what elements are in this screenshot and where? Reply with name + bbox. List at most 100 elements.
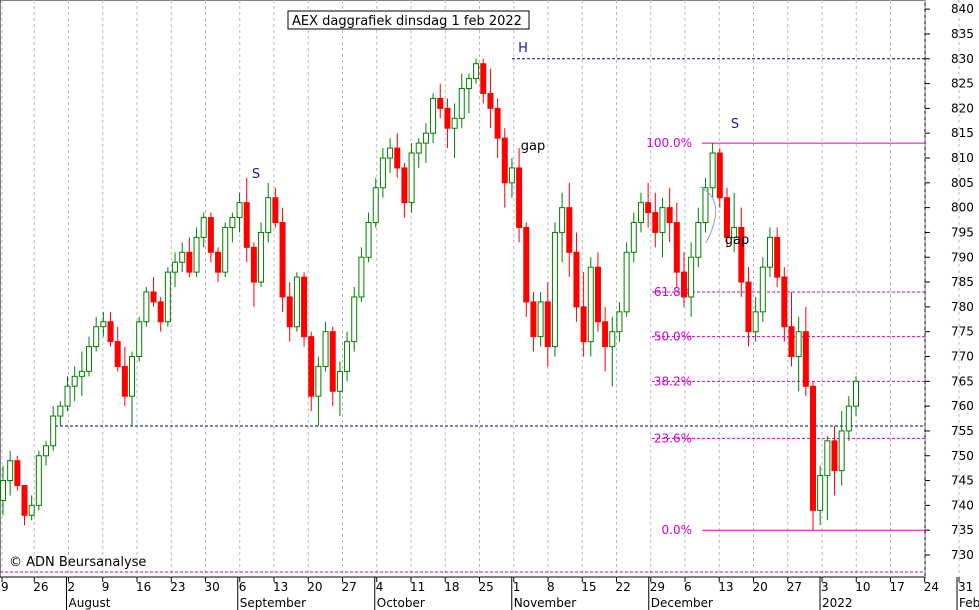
candle-body	[315, 365, 322, 397]
candle-body	[559, 207, 566, 233]
x-tick-label: 25	[479, 580, 494, 594]
candle	[573, 232, 580, 322]
candle	[258, 222, 265, 288]
copyright-text: © ADN Beursanalyse	[9, 555, 146, 570]
candle-body	[136, 321, 143, 358]
candle-body	[652, 212, 659, 233]
candle	[315, 356, 322, 426]
candle	[774, 227, 781, 288]
candle	[50, 406, 57, 451]
candle-body	[272, 197, 279, 224]
candle	[222, 222, 229, 278]
candle	[308, 331, 315, 412]
candle	[57, 401, 64, 426]
candle-body	[100, 321, 107, 328]
candle	[351, 287, 358, 352]
candle-body	[573, 251, 580, 308]
x-tick-label: 13	[718, 580, 733, 594]
candle-body	[523, 226, 530, 303]
candle-body	[745, 281, 752, 333]
candle	[788, 291, 795, 367]
x-tick-label: 13	[273, 580, 288, 594]
x-tick-label: 20	[307, 580, 322, 594]
x-tick-label: 22	[616, 580, 631, 594]
candle	[566, 182, 573, 278]
candle	[559, 192, 566, 263]
candle	[136, 316, 143, 362]
x-tick-label: 20	[753, 580, 768, 594]
candle-body	[473, 63, 480, 80]
candle-body	[853, 380, 859, 407]
candle	[716, 148, 723, 208]
candle	[853, 376, 859, 417]
candle	[100, 311, 107, 337]
candle-body	[759, 266, 766, 313]
candle-body	[308, 336, 315, 397]
candle	[688, 242, 695, 317]
candle	[250, 242, 257, 307]
candle	[745, 267, 752, 347]
candle-body	[465, 78, 472, 90]
candle	[752, 296, 759, 342]
candle	[207, 212, 214, 263]
candle	[329, 326, 336, 407]
candle-body	[394, 147, 401, 169]
candle-body	[293, 276, 300, 328]
candle	[64, 376, 71, 412]
candle	[336, 361, 343, 417]
y-tick-label: 825	[951, 77, 974, 91]
candle-body	[680, 271, 687, 298]
candle	[838, 411, 845, 486]
candle	[508, 158, 515, 198]
candle-body	[566, 207, 573, 253]
candle-body	[795, 331, 802, 357]
candle-body	[788, 326, 795, 358]
candle	[487, 68, 494, 129]
x-tick-label: 8	[547, 580, 555, 594]
candle-body	[179, 251, 186, 263]
y-axis: 730 735 740 745 750 755 760 765 770 775 780 785 790 7…	[925, 2, 974, 562]
candle-body	[430, 97, 437, 134]
candle	[365, 212, 372, 263]
pattern-label: S	[252, 167, 260, 182]
candle-body	[551, 231, 558, 348]
candle	[394, 133, 401, 178]
candle	[286, 282, 293, 342]
y-tick-label: 785	[951, 275, 974, 289]
candle-body	[200, 217, 207, 238]
candle	[537, 291, 544, 347]
month-label: 2022	[822, 596, 853, 610]
candle-body	[14, 460, 21, 487]
chart-title: AEX daggrafiek dinsdag 1 feb 2022	[292, 14, 522, 29]
candle	[709, 143, 716, 198]
candle-body	[0, 480, 6, 501]
candle-body	[508, 167, 515, 184]
candle	[666, 187, 673, 243]
candle	[637, 192, 644, 233]
candle-body	[43, 445, 50, 457]
candle-body	[28, 504, 35, 516]
candle-body	[774, 236, 781, 278]
candle-body	[480, 63, 487, 94]
candle	[186, 237, 193, 278]
candle-body	[301, 276, 308, 338]
candle-body	[422, 132, 429, 144]
candle-body	[107, 321, 114, 343]
candle-body	[150, 291, 157, 303]
candle	[28, 495, 35, 521]
y-tick-label: 740	[951, 498, 974, 512]
y-tick-label: 800	[951, 201, 974, 215]
candle-body	[372, 187, 379, 224]
candle-body	[86, 346, 93, 372]
x-tick-label: 9	[1, 580, 9, 594]
candle	[243, 177, 250, 263]
vertical-grid	[1, 0, 960, 577]
candle	[229, 212, 236, 243]
candle-body	[738, 226, 745, 283]
candle-body	[21, 485, 28, 516]
candle-body	[537, 301, 544, 338]
candle-body	[494, 107, 501, 139]
candle	[172, 252, 179, 288]
candle-body	[637, 202, 644, 224]
candle-body	[444, 107, 451, 129]
